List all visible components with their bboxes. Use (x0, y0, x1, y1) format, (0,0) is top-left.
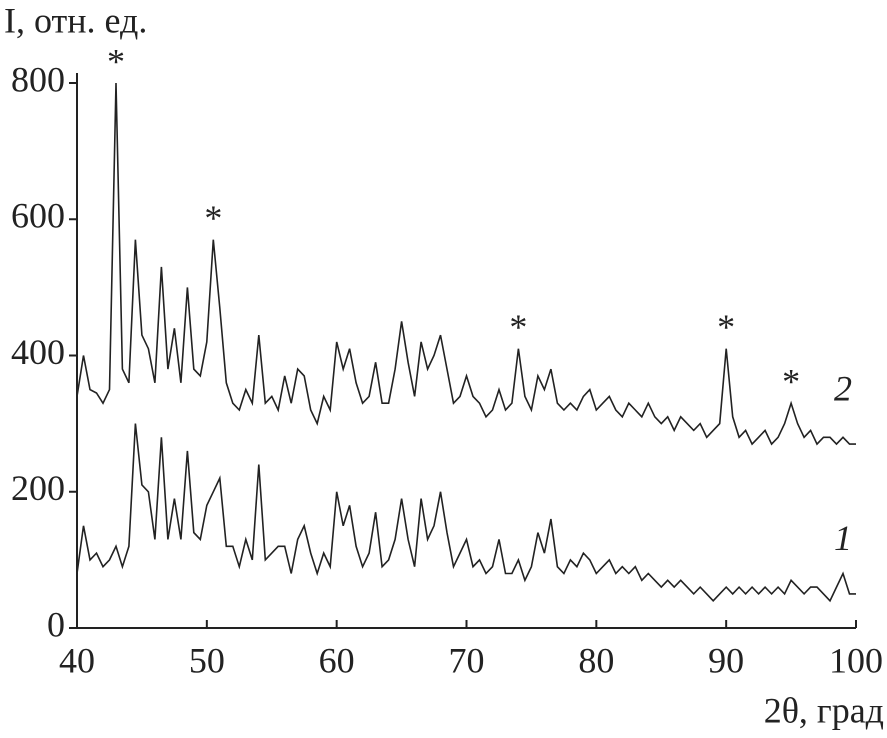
y-tick-label: 800 (11, 59, 65, 99)
y-tick-label: 600 (11, 196, 65, 236)
x-tick-label: 60 (319, 640, 355, 680)
x-tick-label: 70 (449, 640, 485, 680)
x-tick-label: 100 (829, 640, 883, 680)
x-tick-label: 80 (578, 640, 614, 680)
peak-marker: * (107, 41, 125, 81)
x-axis-label: 2θ, град (764, 690, 884, 730)
y-tick-label: 400 (11, 332, 65, 372)
y-axis-label: I, отн. ед. (4, 0, 147, 40)
y-tick-label: 200 (11, 468, 65, 508)
peak-marker: * (204, 198, 222, 238)
y-tick-label: 0 (47, 604, 65, 644)
x-tick-label: 40 (59, 640, 95, 680)
x-tick-label: 50 (189, 640, 225, 680)
series-line (76, 82, 856, 446)
series-label: 1 (834, 518, 852, 558)
peak-marker: * (782, 361, 800, 401)
peak-marker: * (509, 307, 527, 347)
series-label: 2 (834, 368, 852, 408)
peak-marker: * (717, 307, 735, 347)
x-tick-label: 90 (708, 640, 744, 680)
series-line (76, 423, 856, 603)
